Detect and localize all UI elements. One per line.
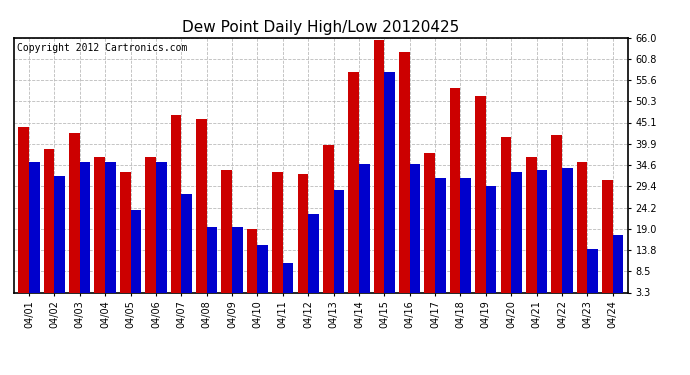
Bar: [207, 226, 217, 306]
Bar: [373, 39, 384, 306]
Bar: [181, 194, 192, 306]
Text: Copyright 2012 Cartronics.com: Copyright 2012 Cartronics.com: [17, 43, 187, 52]
Bar: [323, 145, 333, 306]
Bar: [80, 162, 90, 306]
Bar: [511, 172, 522, 306]
Bar: [170, 115, 181, 306]
Bar: [359, 164, 370, 306]
Bar: [297, 174, 308, 306]
Bar: [29, 162, 40, 306]
Bar: [537, 170, 547, 306]
Bar: [308, 214, 319, 306]
Bar: [410, 164, 420, 306]
Title: Dew Point Daily High/Low 20120425: Dew Point Daily High/Low 20120425: [182, 20, 460, 35]
Bar: [577, 162, 587, 306]
Bar: [526, 158, 537, 306]
Bar: [435, 178, 446, 306]
Bar: [283, 263, 293, 306]
Bar: [475, 96, 486, 306]
Bar: [232, 226, 243, 306]
Bar: [348, 72, 359, 306]
Bar: [196, 119, 207, 306]
Bar: [95, 158, 105, 306]
Bar: [613, 235, 623, 306]
Bar: [156, 162, 166, 306]
Bar: [424, 153, 435, 306]
Bar: [43, 149, 55, 306]
Bar: [460, 178, 471, 306]
Bar: [500, 137, 511, 306]
Bar: [450, 88, 460, 306]
Bar: [146, 158, 156, 306]
Bar: [19, 127, 29, 306]
Bar: [333, 190, 344, 306]
Bar: [486, 186, 496, 306]
Bar: [384, 72, 395, 306]
Bar: [130, 210, 141, 306]
Bar: [105, 162, 116, 306]
Bar: [55, 176, 65, 306]
Bar: [562, 168, 573, 306]
Bar: [587, 249, 598, 306]
Bar: [247, 229, 257, 306]
Bar: [257, 245, 268, 306]
Bar: [120, 172, 130, 306]
Bar: [551, 135, 562, 306]
Bar: [69, 133, 80, 306]
Bar: [399, 52, 410, 306]
Bar: [272, 172, 283, 306]
Bar: [221, 170, 232, 306]
Bar: [602, 180, 613, 306]
